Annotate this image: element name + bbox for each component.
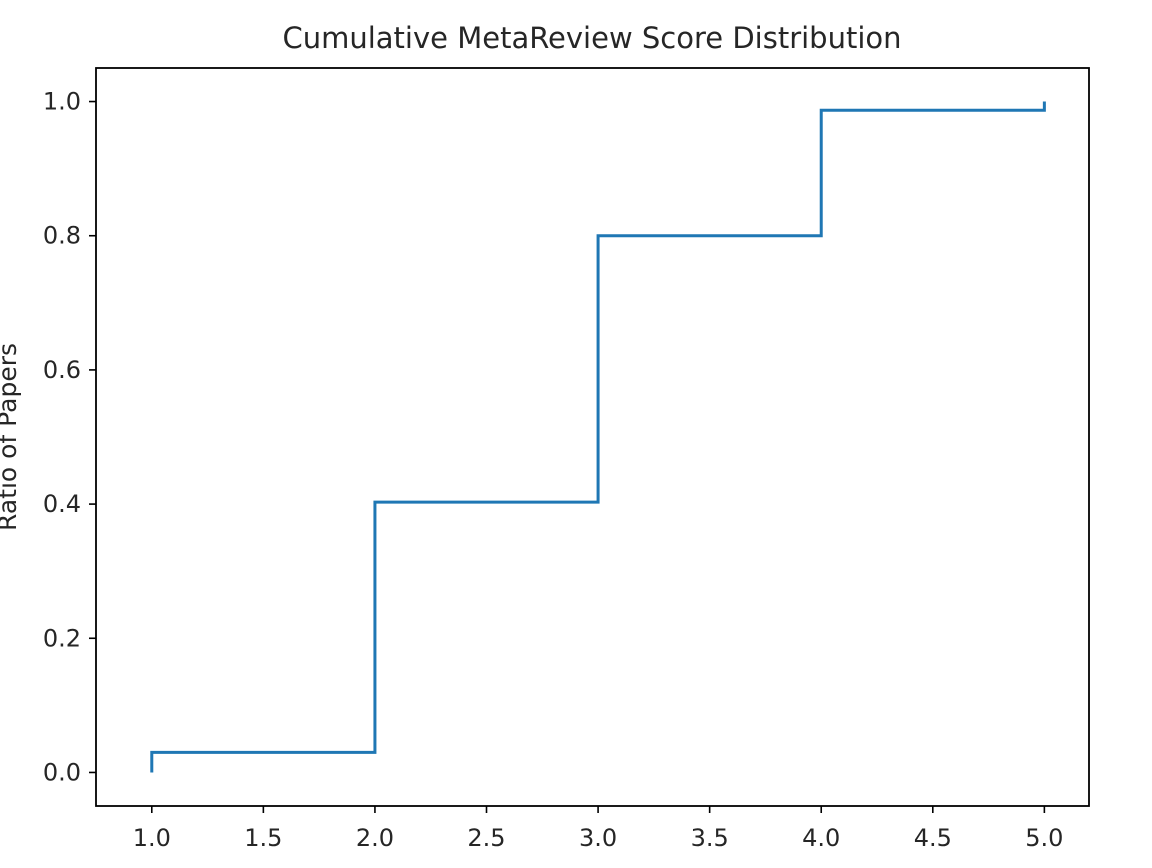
y-tick-label: 1.0 [43,88,81,116]
y-tick-label: 0.8 [43,222,81,250]
x-tick-label: 4.0 [802,824,840,852]
y-tick-label: 0.2 [43,624,81,652]
x-tick-label: 3.0 [579,824,617,852]
chart-title: Cumulative MetaReview Score Distribution [282,21,901,55]
x-tick-label: 1.5 [244,824,282,852]
y-axis: 0.0 0.2 0.4 0.6 0.8 1.0 [43,88,96,786]
x-tick-label: 2.0 [356,824,394,852]
x-tick-label: 4.5 [914,824,952,852]
plot-frame [95,67,1090,807]
x-tick-label: 1.0 [133,824,171,852]
y-tick-label: 0.4 [43,490,81,518]
cdf-step-line [150,101,1046,773]
x-tick-label: 5.0 [1025,824,1063,852]
x-tick-label: 3.5 [691,824,729,852]
series-layer [150,101,1046,773]
x-axis: 1.0 1.5 2.0 2.5 3.0 3.5 4.0 4.5 5.0 [133,806,1063,852]
y-axis-label: Ratio of Papers [0,343,22,531]
y-tick-label: 0.0 [43,758,81,786]
y-tick-label: 0.6 [43,356,81,384]
x-tick-label: 2.5 [467,824,505,852]
